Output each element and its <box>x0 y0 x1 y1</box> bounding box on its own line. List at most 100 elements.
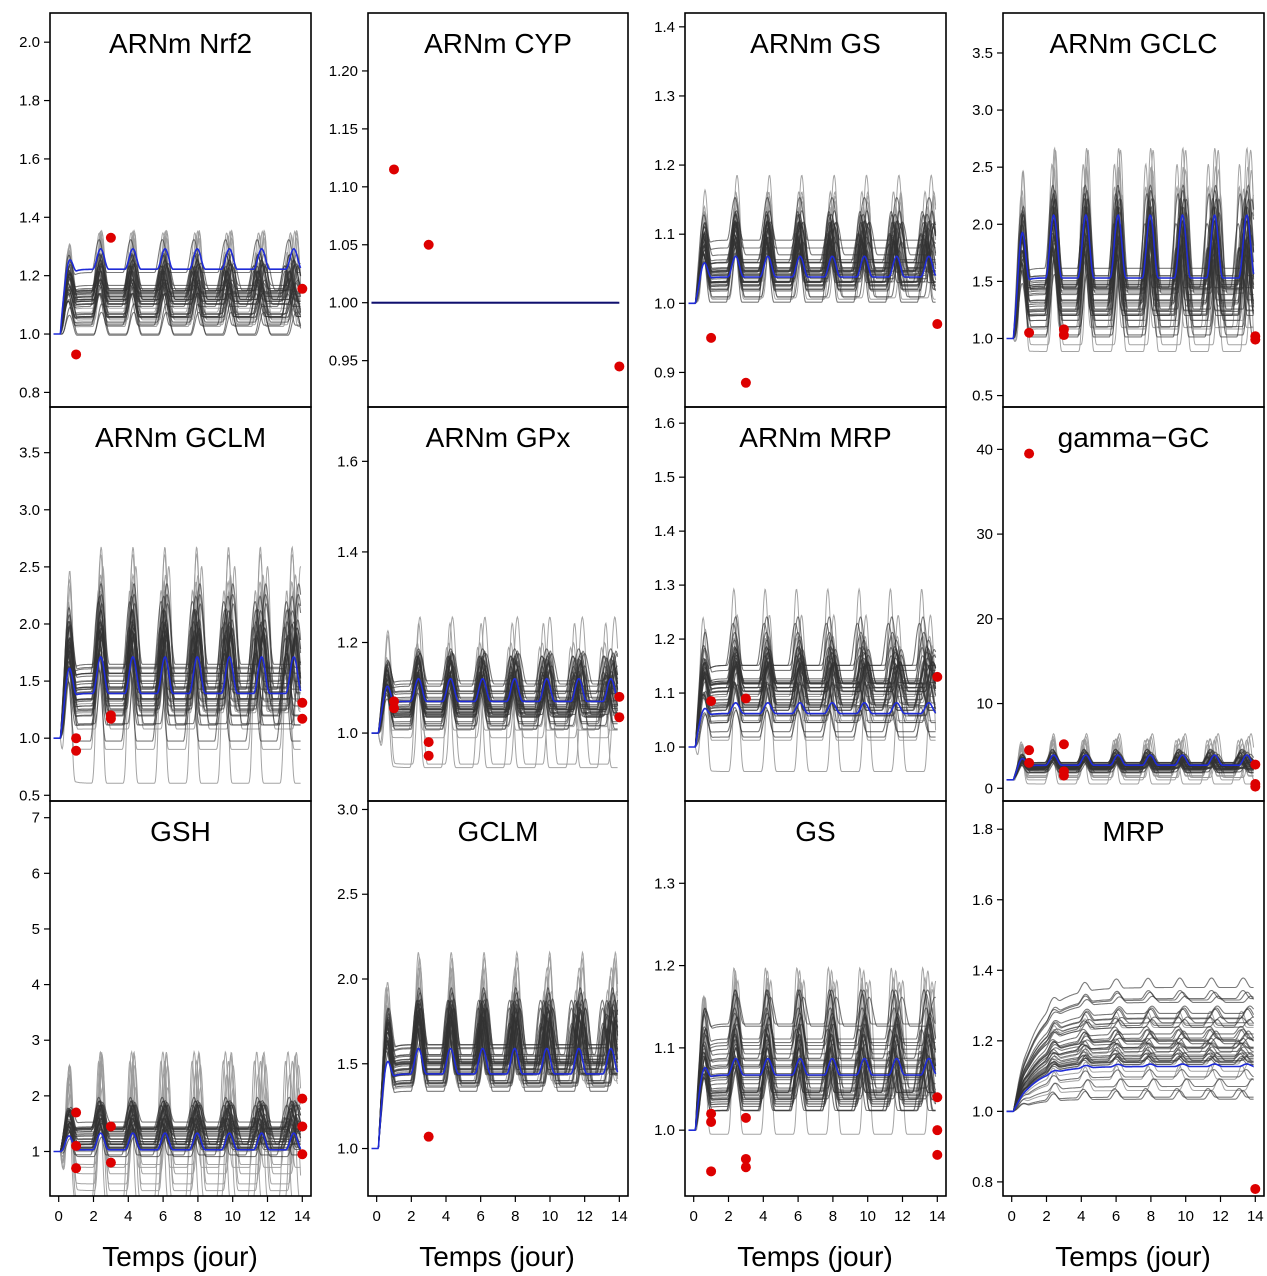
observed-point <box>1024 745 1035 756</box>
plot-area <box>53 229 308 360</box>
observed-point <box>1024 327 1035 338</box>
y-tick-label: 2.0 <box>972 216 993 233</box>
y-tick-label: 1.6 <box>654 415 675 432</box>
y-tick-label: 1.0 <box>19 326 40 343</box>
observed-point <box>105 232 116 243</box>
observed-point <box>614 712 625 723</box>
observed-point <box>1024 757 1035 768</box>
x-tick-label: 12 <box>259 1208 276 1225</box>
y-tick-label: 1.2 <box>337 634 358 651</box>
simulation-curve <box>53 265 301 335</box>
simulation-curve <box>371 692 618 734</box>
y-tick-label: 1.2 <box>654 157 675 174</box>
observed-point <box>297 1149 308 1160</box>
simulation-curve <box>1006 1090 1254 1112</box>
simulation-curve <box>371 658 619 734</box>
simulation-curve <box>688 189 936 304</box>
x-axis-label-col-3: Temps (jour) <box>737 1241 893 1272</box>
observed-point <box>1250 759 1261 770</box>
simulation-curve <box>371 687 619 734</box>
x-tick-label: 6 <box>159 1208 167 1225</box>
observed-point <box>297 1093 308 1104</box>
x-tick-label: 8 <box>829 1208 837 1225</box>
simulation-curve <box>1006 258 1254 340</box>
y-tick-label: 1.5 <box>337 1056 358 1073</box>
mean-curve <box>53 247 302 335</box>
plot-area <box>1006 448 1261 792</box>
x-tick-label: 2 <box>407 1208 415 1225</box>
panel-frame <box>49 406 312 802</box>
x-tick-label: 4 <box>442 1208 450 1225</box>
y-tick-label: 1.1 <box>654 1040 675 1057</box>
simulation-curve <box>688 660 937 772</box>
simulation-curve <box>688 1006 937 1135</box>
panel-title: ARNm Nrf2 <box>109 28 252 59</box>
panel-2: ARNm CYP 0.95 1.00 1.05 1.10 1.15 1.20 <box>329 12 629 408</box>
y-tick-label: 40 <box>976 441 993 458</box>
mean-curve <box>688 1057 937 1131</box>
observed-point <box>614 361 625 372</box>
observed-point <box>706 1166 717 1177</box>
panel-title: MRP <box>1102 816 1164 847</box>
y-tick-label: 1.15 <box>329 121 358 138</box>
simulation-curve <box>53 1114 302 1153</box>
y-tick-label: 1.00 <box>329 295 358 312</box>
plot-area <box>371 164 625 372</box>
mean-curve <box>371 1047 619 1150</box>
observed-point <box>706 332 717 343</box>
panel-title: ARNm GCLC <box>1049 28 1217 59</box>
observed-point <box>105 1157 116 1168</box>
y-tick-label: 3.0 <box>337 801 358 818</box>
y-tick-label: 1.3 <box>654 875 675 892</box>
y-tick-label: 1.6 <box>19 151 40 168</box>
observed-point <box>105 713 116 724</box>
simulation-curve <box>371 671 619 739</box>
plot-area <box>371 615 625 769</box>
y-tick-label: 1.8 <box>972 821 993 838</box>
simulation-curve <box>688 646 936 748</box>
y-tick-label: 6 <box>32 865 40 882</box>
mean-curve <box>53 655 302 740</box>
observed-point <box>932 1149 943 1160</box>
x-tick-label: 6 <box>794 1208 802 1225</box>
simulation-curve <box>1006 989 1254 1112</box>
panel-7: ARNm MRP 1.0 1.1 1.2 1.3 1.4 1.5 1.6 <box>654 406 947 802</box>
y-tick-label: 1.2 <box>654 631 675 648</box>
y-tick-label: 1.2 <box>19 268 40 285</box>
y-tick-label: 2.0 <box>337 971 358 988</box>
observed-point <box>389 703 399 714</box>
x-tick-label: 0 <box>1008 1208 1016 1225</box>
simulation-curve <box>688 1035 936 1131</box>
simulation-curve <box>53 1123 301 1153</box>
y-tick-label: 2.0 <box>19 34 40 51</box>
observed-point <box>1250 1183 1261 1194</box>
simulation-curve <box>1006 977 1254 1112</box>
mean-curve <box>688 701 937 748</box>
plot-area <box>1006 146 1261 352</box>
x-axis-label-col-4: Temps (jour) <box>1055 1241 1211 1272</box>
simulation-curve <box>688 709 936 748</box>
panel-5: ARNm GCLM 0.5 1.0 1.5 2.0 2.5 3.0 3.5 <box>19 406 312 804</box>
simulation-curve <box>371 1039 619 1150</box>
observed-point <box>932 319 943 330</box>
observed-point <box>71 1107 82 1118</box>
simulation-curve <box>53 608 301 784</box>
simulation-curve <box>688 196 937 304</box>
simulation-curve <box>53 259 302 335</box>
x-tick-label: 12 <box>894 1208 911 1225</box>
simulation-curve <box>688 234 936 304</box>
y-tick-label: 3.5 <box>972 45 993 62</box>
simulation-curve <box>688 665 936 748</box>
panel-title: ARNm GS <box>750 28 881 59</box>
simulation-curve <box>688 644 937 748</box>
x-tick-label: 12 <box>576 1208 593 1225</box>
simulation-curve <box>1006 1055 1254 1112</box>
observed-point <box>423 1131 434 1142</box>
x-axis-label-col-1: Temps (jour) <box>102 1241 258 1272</box>
y-tick-label: 3.0 <box>19 502 40 519</box>
panel-grid: ARNm Nrf2 0.8 1.0 1.2 1.4 1.6 1.8 2.0 ARNm CYP 0.… <box>19 12 1265 1225</box>
x-tick-label: 6 <box>476 1208 484 1225</box>
panel-frame <box>367 406 629 802</box>
simulation-curve <box>53 269 301 335</box>
